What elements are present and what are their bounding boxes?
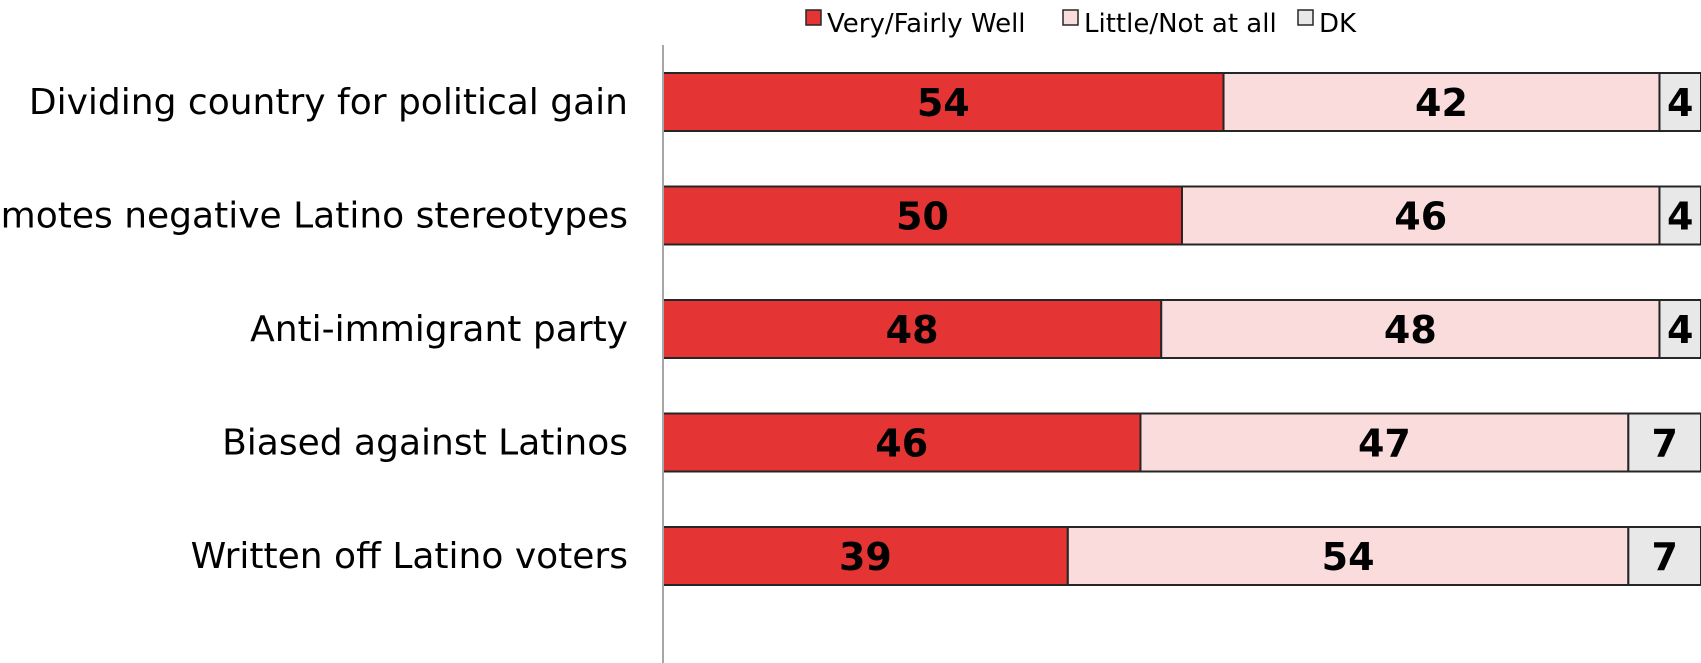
bar-segment [1222,72,1661,132]
data-label: 48 [886,308,939,352]
data-label: 48 [1384,308,1437,352]
data-label: 46 [875,422,928,466]
bar-segment [1658,72,1701,132]
bar-segment [1658,299,1701,359]
legend-swatch [1062,9,1079,26]
bar-segment [662,412,1142,473]
data-label: 42 [1415,81,1468,125]
bar-segment [1160,299,1661,359]
category-label: Dividing country for political gain [29,82,628,123]
legend-label: Little/Not at all [1084,9,1277,39]
data-label: 50 [896,195,949,239]
category-label: Anti-immigrant party [250,309,628,350]
bar-segment [662,526,1069,586]
bar-segment [1066,526,1630,586]
legend-swatch [805,9,822,26]
legend-label: Very/Fairly Well [827,9,1026,39]
bars: 54 42 4 50 46 4 48 48 4 46 47 7 39 54 7 [662,72,1701,586]
bar-segment [662,72,1225,132]
data-label: 7 [1651,422,1677,466]
data-label: 7 [1651,535,1677,579]
data-label: 39 [839,535,892,579]
bar-segment [1181,185,1661,246]
data-label: 46 [1394,195,1447,239]
legend-swatch [1297,9,1314,26]
category-labels: Dividing country for political gain Promo… [0,82,628,577]
category-label: Promotes negative Latino stereotypes [0,196,628,237]
category-label: Written off Latino voters [191,536,628,577]
data-label: 4 [1667,81,1693,125]
legend-label: DK [1319,9,1357,39]
data-label: 54 [1322,535,1375,579]
category-label: Biased against Latinos [222,423,628,464]
data-label: 4 [1667,195,1693,239]
bar-segment [662,299,1163,359]
bar-segment [1658,185,1701,246]
data-label: 54 [917,81,970,125]
data-label: 4 [1667,308,1693,352]
legend: Very/Fairly Well Little/Not at all DK [805,9,1357,39]
bar-segment [1627,412,1701,473]
data-label: 47 [1358,422,1411,466]
